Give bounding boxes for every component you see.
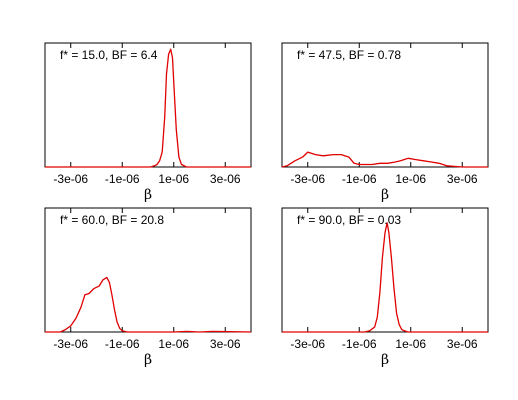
panel-annotation: f* = 47.5, BF = 0.78	[297, 48, 401, 62]
x-tick-label: 1e-06	[395, 337, 426, 351]
x-tick-label: 3e-06	[447, 172, 478, 186]
x-tick-label: -3e-06	[53, 172, 88, 186]
x-tick-label: -1e-06	[342, 172, 377, 186]
x-tick-label: 3e-06	[447, 337, 478, 351]
density-curve	[45, 48, 251, 168]
x-tick-label: -3e-06	[53, 337, 88, 351]
plot-frame	[281, 207, 489, 333]
density-curve	[282, 222, 488, 333]
panel-1: -3e-06 -1e-06 1e-06 3e-06 β f* = 15.0, BF = 6…	[44, 42, 252, 203]
plot-frame	[281, 42, 489, 168]
density-curve	[45, 276, 252, 333]
x-axis-label: β	[144, 352, 152, 368]
x-axis-label: β	[381, 187, 389, 203]
panel-4: -3e-06 -1e-06 1e-06 3e-06 β f* = 90.0, BF = 0…	[281, 207, 489, 368]
density-curve	[281, 151, 488, 168]
x-tick-label: -1e-06	[105, 337, 140, 351]
x-tick-label: -1e-06	[342, 337, 377, 351]
panel-2: -3e-06 -1e-06 1e-06 3e-06 β f* = 47.5, BF = 0…	[281, 42, 489, 203]
x-tick-label: -3e-06	[290, 172, 325, 186]
panel-annotation: f* = 60.0, BF = 20.8	[60, 213, 164, 227]
x-tick-label: -3e-06	[290, 337, 325, 351]
x-tick-label: 1e-06	[395, 172, 426, 186]
panel-3: -3e-06 -1e-06 1e-06 3e-06 β f* = 60.0, BF = 2…	[44, 207, 252, 368]
x-tick-label: 3e-06	[210, 337, 241, 351]
x-axis-label: β	[144, 187, 152, 203]
x-tick-label: 1e-06	[158, 337, 189, 351]
x-axis-label: β	[381, 352, 389, 368]
panel-annotation: f* = 90.0, BF = 0.03	[297, 213, 401, 227]
x-tick-label: 1e-06	[158, 172, 189, 186]
panel-annotation: f* = 15.0, BF = 6.4	[60, 48, 158, 62]
x-tick-label: 3e-06	[210, 172, 241, 186]
x-tick-label: -1e-06	[105, 172, 140, 186]
